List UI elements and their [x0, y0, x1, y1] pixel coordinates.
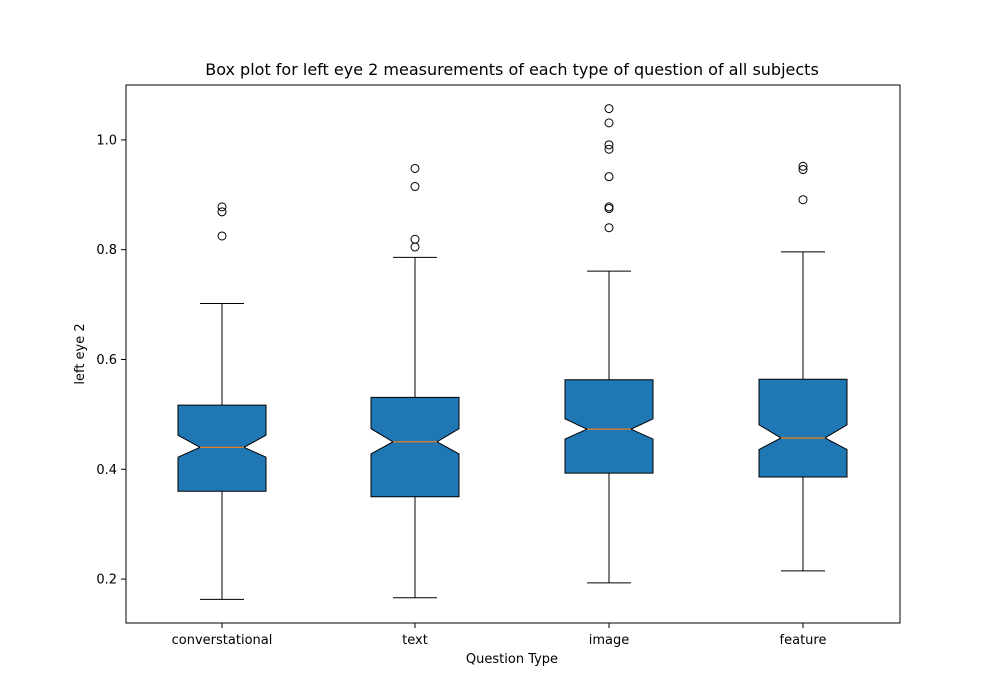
outlier-point	[410, 163, 420, 173]
outlier-point	[604, 223, 614, 233]
outlier-point	[798, 195, 808, 205]
x-tick-label: converstational	[172, 633, 273, 648]
outlier-point	[604, 144, 614, 154]
outlier-point	[217, 202, 227, 212]
plot-frame	[125, 84, 901, 624]
y-tick-label: 0.4	[96, 463, 117, 478]
y-tick-label: 0.2	[96, 573, 117, 588]
notched-box	[564, 379, 654, 474]
x-tick-label: feature	[780, 633, 827, 648]
outlier-point	[604, 118, 614, 128]
outlier-point	[604, 104, 614, 114]
outlier-point	[798, 165, 808, 175]
x-tick-label: image	[589, 633, 630, 648]
outlier-point	[604, 202, 614, 212]
y-tick-label: 0.8	[96, 243, 117, 258]
outlier-point	[217, 231, 227, 241]
outlier-point	[798, 161, 808, 171]
outlier-point	[217, 207, 227, 217]
outlier-point	[410, 234, 420, 244]
outlier-point	[410, 242, 420, 252]
y-tick-label: 1.0	[96, 133, 117, 148]
y-tick-label: 0.6	[96, 353, 117, 368]
plot-area: 0.2 0.4 0.6 0.8 1.0 converstational text image f…	[96, 104, 848, 648]
notched-box	[758, 378, 848, 478]
x-axis-label: Question Type	[466, 652, 558, 667]
chart-title: Box plot for left eye 2 measurements of …	[205, 60, 819, 79]
notched-box	[177, 404, 267, 492]
y-axis-label: left eye 2	[73, 323, 88, 384]
outlier-point	[604, 172, 614, 182]
outlier-point	[604, 140, 614, 150]
notched-box	[370, 396, 460, 498]
x-tick-label: text	[402, 633, 428, 648]
outlier-point	[410, 182, 420, 192]
